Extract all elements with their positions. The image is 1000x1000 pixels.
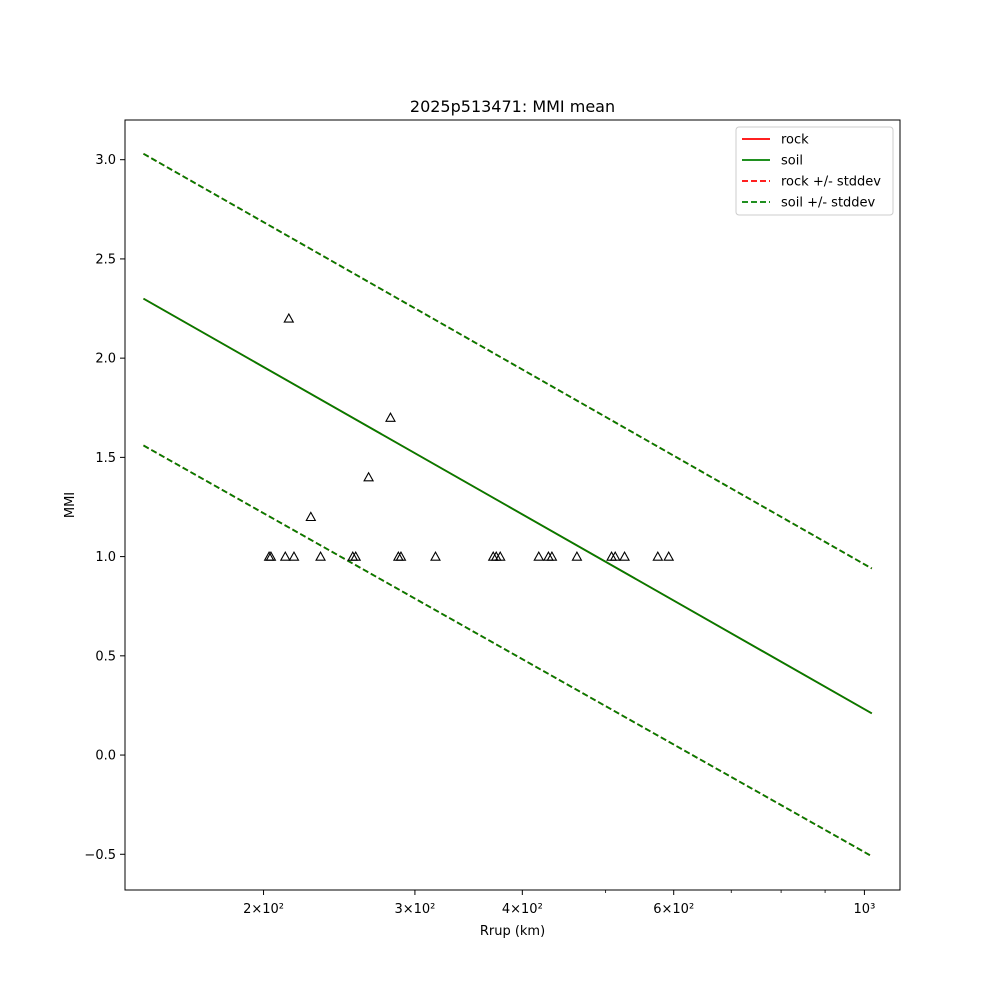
x-tick-label: 10³ [854,902,876,917]
y-tick-label: 0.0 [95,749,116,764]
observation-point [385,412,396,422]
observation-point [619,550,630,561]
observation-point [652,550,664,561]
x-axis-label: Rrup (km) [480,924,545,939]
observation-point [609,550,621,561]
x-tick-label: 6×10² [653,902,694,917]
observation-point [279,550,291,561]
plot-lines [143,152,873,858]
series-line-soil-std [143,152,873,570]
y-axis-label: MMI [63,492,78,518]
x-tick-label: 4×10² [502,902,543,917]
observation-point [395,550,407,561]
observation-point [315,550,326,561]
y-tick-label: 2.5 [95,252,116,267]
legend: rock soil rock +/- stddev soil +/- stddev [735,126,894,216]
observation-point [571,550,583,561]
y-axis: −0.5 0.0 0.5 1.0 1.5 2.0 2.5 3.0 [84,153,125,863]
observation-point [663,550,675,561]
observation-point [283,312,295,323]
y-tick-label: 3.0 [95,153,116,168]
x-tick-label: 2×10² [243,902,284,917]
y-tick-label: 1.0 [95,550,116,565]
observation-point [350,550,362,561]
x-tick-label: 3×10² [394,902,435,917]
observation-point [265,550,277,561]
legend-label: soil +/- stddev [781,196,876,211]
chart-title: 2025p513471: MMI mean [410,97,615,116]
y-tick-label: 1.5 [95,451,116,466]
y-tick-label: 2.0 [95,352,116,367]
observation-point [546,550,558,561]
plot-frame [124,119,901,891]
observation-point [363,471,375,482]
y-tick-label: −0.5 [84,848,116,863]
series-line-soil-std [143,444,873,858]
series-line-soil [143,297,873,715]
observation-point [430,550,441,561]
legend-label: rock [781,133,809,148]
observation-point [305,511,317,522]
legend-box [735,126,894,216]
observation-point [533,550,545,561]
y-tick-label: 0.5 [95,649,116,664]
observation-markers [263,312,675,561]
observation-point [494,550,506,561]
legend-label: rock +/- stddev [781,175,881,190]
observation-point [288,550,300,561]
legend-label: soil [781,154,803,169]
x-axis: 2×10² 3×10² 4×10² 6×10² 10³ [243,890,875,917]
